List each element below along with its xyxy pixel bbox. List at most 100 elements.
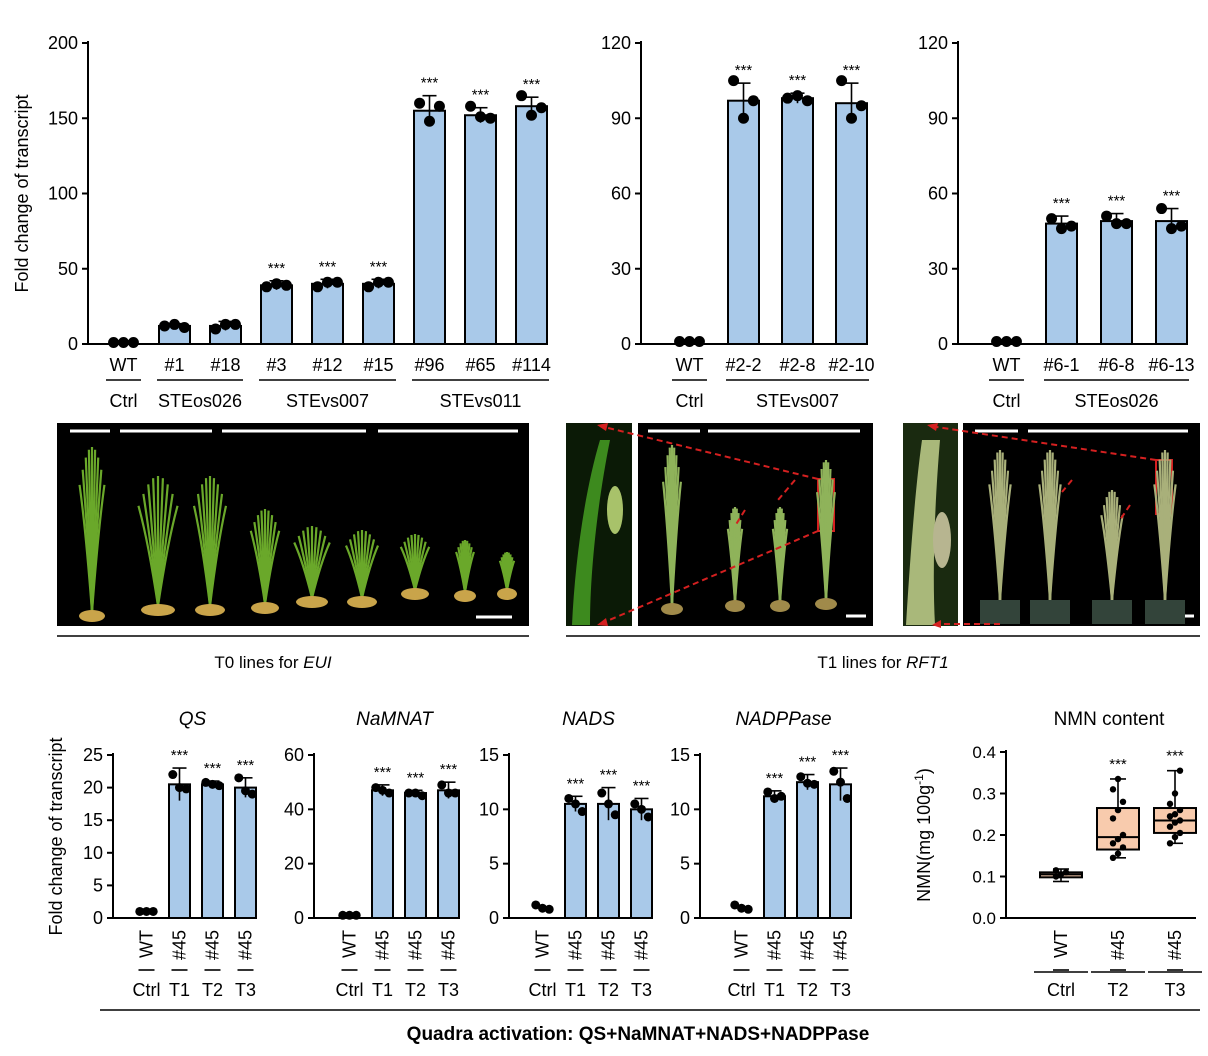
caption-t0-eui: T0 lines for EUI — [214, 653, 331, 672]
data-point — [991, 335, 1003, 347]
data-point — [1114, 775, 1122, 783]
significance-label: *** — [1163, 188, 1181, 205]
significance-label: *** — [421, 75, 439, 92]
caption-t1-rft1: T1 lines for RFT1 — [817, 653, 948, 672]
bar — [763, 795, 786, 919]
rice-leaf — [1048, 484, 1062, 601]
group-label: Ctrl — [676, 391, 704, 411]
bar — [1045, 222, 1078, 346]
rice-leaf — [263, 530, 281, 605]
data-point — [159, 320, 171, 332]
rice-leaf — [463, 551, 475, 593]
bar — [515, 105, 548, 345]
data-point — [776, 791, 786, 801]
group-label: Ctrl — [1047, 980, 1075, 1000]
rice-plant — [344, 530, 380, 608]
bar — [564, 802, 587, 920]
y-tick-label: 0 — [93, 908, 103, 928]
data-point — [1156, 203, 1168, 215]
plant-pot — [1030, 600, 1070, 624]
rice-plant — [661, 445, 683, 615]
x-tick-label: #45 — [170, 930, 190, 960]
data-point — [261, 281, 273, 293]
data-point — [1176, 767, 1184, 774]
rice-leaf — [1110, 515, 1124, 601]
data-point — [796, 772, 806, 782]
y-tick-label: 30 — [611, 259, 631, 279]
data-point — [384, 788, 394, 798]
data-point — [693, 335, 705, 347]
significance-label: *** — [799, 754, 817, 771]
chart-eui-transcript: 0 50 100 150 200 Fold change of transcript WT #… — [12, 33, 551, 411]
rice-plant — [1100, 490, 1124, 601]
x-tick-label: WT — [110, 355, 138, 375]
group-label: STEvs007 — [286, 391, 369, 411]
significance-label: *** — [374, 764, 392, 781]
group-label: T3 — [631, 980, 652, 1000]
data-point — [169, 318, 180, 330]
x-tick-label: WT — [993, 355, 1021, 375]
x-tick-label: WT — [1051, 930, 1071, 958]
y-axis-label-superscript: -1 — [912, 774, 926, 785]
data-point — [1176, 817, 1184, 824]
data-point — [577, 807, 587, 817]
data-point — [1056, 223, 1067, 235]
x-tick-label: #65 — [465, 355, 495, 375]
bar — [437, 789, 460, 919]
data-point — [846, 112, 857, 124]
data-point — [803, 778, 812, 788]
x-tick-label: #45 — [1165, 930, 1185, 960]
y-tick-label: 100 — [48, 184, 78, 204]
rice-leaf — [998, 484, 1012, 601]
chart-title: NMN content — [1054, 709, 1166, 730]
data-point — [404, 788, 414, 798]
y-tick-label: 25 — [83, 745, 103, 765]
data-point — [345, 910, 354, 920]
data-point — [1062, 869, 1070, 876]
data-point — [424, 115, 435, 127]
rice-plant — [137, 476, 179, 616]
bar — [781, 97, 814, 345]
group-label: T2 — [598, 980, 619, 1000]
chart-nads-transcript: 0 5 10 15 NADS WT *** #45 *** #45 *** #45 Ctrl T1 T2 T3 — [479, 709, 653, 1000]
bar — [404, 792, 427, 919]
data-point — [1119, 831, 1127, 839]
group-label: Ctrl — [133, 980, 161, 1000]
rice-roots — [296, 596, 328, 608]
data-point — [1171, 819, 1179, 826]
group-label: Ctrl — [728, 980, 756, 1000]
significance-label: *** — [237, 757, 255, 774]
x-tick-label: #45 — [765, 930, 785, 960]
data-point — [516, 90, 528, 102]
data-point — [331, 276, 343, 288]
y-tick-label: 0 — [938, 334, 948, 354]
y-tick-label: 10 — [479, 799, 499, 819]
group-label: T3 — [1164, 980, 1185, 1000]
rice-roots — [195, 604, 225, 616]
y-tick-label: 5 — [680, 854, 690, 874]
data-point — [1166, 813, 1174, 820]
data-point — [220, 318, 231, 330]
photo-scale-lines — [70, 429, 518, 619]
x-tick-label: #6-1 — [1043, 355, 1079, 375]
data-point — [836, 75, 848, 87]
significance-label: *** — [735, 62, 753, 79]
y-tick-label: 5 — [489, 854, 499, 874]
data-point — [208, 779, 217, 789]
x-tick-label: #2-10 — [828, 355, 874, 375]
y-tick-label: 20 — [284, 854, 304, 874]
data-point — [444, 788, 453, 798]
data-point — [1176, 806, 1184, 814]
group-label: Ctrl — [336, 980, 364, 1000]
data-point — [643, 812, 653, 822]
y-tick-label: 150 — [48, 108, 78, 128]
data-point — [763, 787, 773, 797]
chart-nadppase-transcript: 0 5 10 15 NADPPase WT *** #45 *** #45 *** #45 Ctrl T1… — [670, 709, 852, 1000]
x-tick-label: #45 — [1108, 930, 1128, 960]
group-label: T3 — [438, 980, 459, 1000]
bar — [201, 783, 224, 920]
chart-title: NADS — [562, 709, 615, 730]
data-point — [1114, 806, 1122, 814]
data-point — [148, 906, 158, 916]
data-point — [229, 318, 241, 330]
